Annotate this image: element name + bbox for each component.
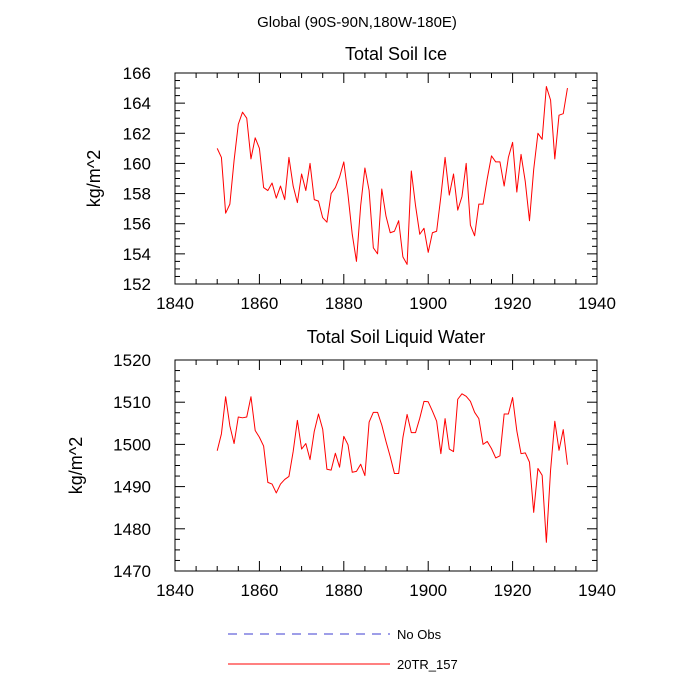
series-line-20tr-157 [216, 86, 568, 265]
series-line-20tr-157 [216, 393, 568, 543]
y-tick-label: 1480 [113, 520, 151, 539]
y-tick-label: 158 [123, 185, 151, 204]
panel-title: Total Soil Liquid Water [307, 327, 485, 347]
y-tick-label: 1510 [113, 393, 151, 412]
x-tick-label: 1900 [409, 294, 447, 313]
legend: No Obs 20TR_157 [228, 627, 458, 672]
y-tick-label: 1470 [113, 562, 151, 581]
x-tick-label: 1940 [578, 294, 616, 313]
y-tick-label: 160 [123, 154, 151, 173]
y-tick-label: 1520 [113, 351, 151, 370]
plot-frame [174, 359, 598, 572]
x-tick-label: 1880 [325, 581, 363, 600]
y-tick-label: 1500 [113, 435, 151, 454]
y-axis-label: kg/m^2 [66, 437, 86, 494]
x-tick-label: 1860 [240, 294, 278, 313]
y-tick-label: 156 [123, 215, 151, 234]
legend-label-no-obs: No Obs [397, 627, 442, 642]
y-tick-label: 164 [123, 94, 151, 113]
y-tick-label: 154 [123, 245, 151, 264]
y-tick-label: 162 [123, 124, 151, 143]
figure-title: Global (90S-90N,180W-180E) [257, 14, 457, 31]
x-tick-label: 1860 [240, 581, 278, 600]
y-tick-label: 1490 [113, 478, 151, 497]
x-tick-label: 1940 [578, 581, 616, 600]
plot-frame [174, 72, 598, 285]
panel-total-soil-liquid-water: Total Soil Liquid Water kg/m^2 1840 1860 188… [66, 327, 616, 600]
y-axis-label: kg/m^2 [84, 150, 104, 207]
legend-label-20tr-157: 20TR_157 [397, 657, 458, 672]
panel-title: Total Soil Ice [345, 44, 447, 64]
y-tick-label: 152 [123, 275, 151, 294]
x-tick-label: 1880 [325, 294, 363, 313]
y-tick-label: 166 [123, 64, 151, 83]
x-tick-label: 1840 [156, 294, 194, 313]
panel-total-soil-ice: Total Soil Ice kg/m^2 1840 1860 1880 1900 1920… [84, 44, 616, 313]
x-tick-label: 1920 [494, 581, 532, 600]
x-tick-label: 1840 [156, 581, 194, 600]
x-tick-label: 1920 [494, 294, 532, 313]
x-tick-label: 1900 [409, 581, 447, 600]
